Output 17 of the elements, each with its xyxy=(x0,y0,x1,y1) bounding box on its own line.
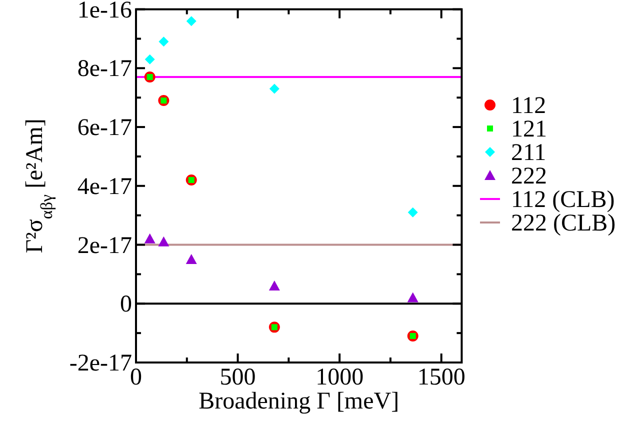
y-tick-label: 1e-16 xyxy=(77,0,132,24)
x-tick-label: 1000 xyxy=(316,364,364,390)
y-tick-label: -2e-17 xyxy=(69,350,132,376)
y-tick-label: 4e-17 xyxy=(77,174,132,200)
legend-label: 121 xyxy=(511,116,547,142)
legend-label: 112 xyxy=(511,93,546,119)
x-tick-label: 1500 xyxy=(417,364,466,390)
legend-label: 112 (CLB) xyxy=(511,187,615,213)
y-tick-label: 2e-17 xyxy=(77,232,132,259)
y-tick-label: 8e-17 xyxy=(77,56,132,82)
legend-label: 222 xyxy=(511,164,547,190)
legend-label: 211 xyxy=(511,140,546,166)
legend-label: 222 (CLB) xyxy=(511,210,616,236)
y-tick-label: 0 xyxy=(120,292,132,318)
x-tick-label: 500 xyxy=(220,364,256,390)
x-axis-title: Broadening Γ [meV] xyxy=(198,388,400,414)
y-tick-label: 6e-17 xyxy=(77,115,132,142)
